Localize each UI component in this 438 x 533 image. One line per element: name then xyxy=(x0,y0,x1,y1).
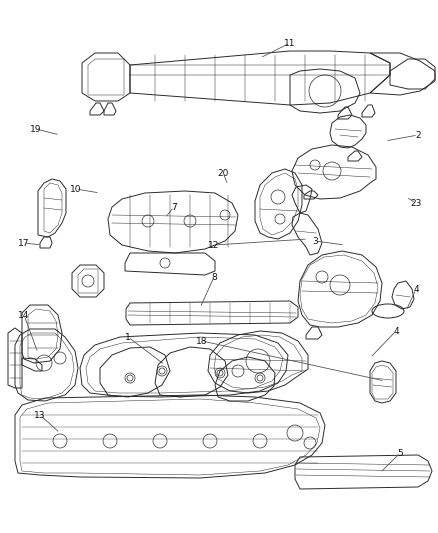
Text: 12: 12 xyxy=(208,240,220,249)
Text: 17: 17 xyxy=(18,238,30,247)
Text: 1: 1 xyxy=(125,333,131,342)
Text: 3: 3 xyxy=(312,237,318,246)
Text: 18: 18 xyxy=(196,336,208,345)
Text: 7: 7 xyxy=(171,203,177,212)
Text: 10: 10 xyxy=(70,184,82,193)
Text: 2: 2 xyxy=(415,131,421,140)
Text: 13: 13 xyxy=(34,410,46,419)
Text: 4: 4 xyxy=(413,285,419,294)
Text: 5: 5 xyxy=(397,448,403,457)
Text: 14: 14 xyxy=(18,311,30,319)
Text: 20: 20 xyxy=(217,168,229,177)
Text: 19: 19 xyxy=(30,125,42,133)
Text: 11: 11 xyxy=(284,38,296,47)
Text: 4: 4 xyxy=(393,327,399,335)
Text: 23: 23 xyxy=(410,198,422,207)
Text: 8: 8 xyxy=(211,272,217,281)
